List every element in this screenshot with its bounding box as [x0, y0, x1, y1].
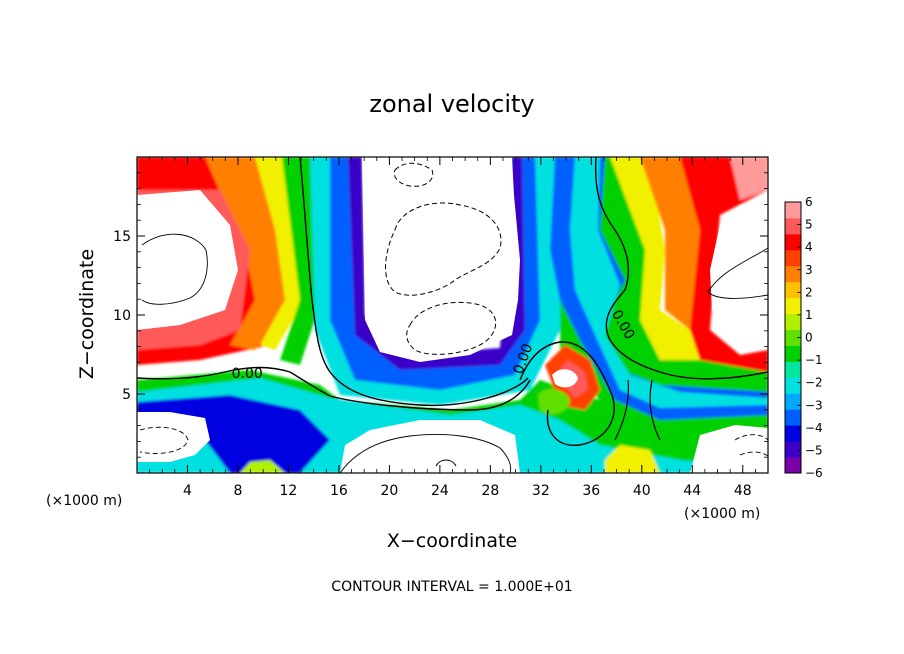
colorbar-tick-label: 3	[805, 263, 813, 277]
y-axis: 5 10 15	[113, 172, 768, 458]
colorbar-tick-label: −6	[805, 466, 823, 480]
y-tick-label-5: 5	[122, 387, 131, 403]
field-white-left-upper	[137, 190, 238, 330]
x-axis-label: X−coordinate	[387, 530, 517, 552]
x-tick-label-28: 28	[481, 483, 499, 499]
x-tick-label-16: 16	[330, 483, 348, 499]
contour-zero-right-vertical	[594, 157, 768, 380]
contour-pos-left	[141, 233, 208, 305]
field-bottom-left-yellow	[240, 460, 285, 473]
x-tick-label-20: 20	[380, 483, 398, 499]
contour-neg-bottom-left	[139, 426, 189, 454]
colorbar-swatch-7	[785, 345, 801, 362]
x-tick-label-4: 4	[183, 483, 192, 499]
field-bottom-right-yellow	[605, 445, 660, 473]
y-tick-label-10: 10	[113, 308, 131, 324]
contour-lines	[137, 157, 768, 473]
contour-pos-right	[707, 247, 768, 299]
contour-neg-bottom-right	[734, 434, 768, 457]
field-white-right	[710, 200, 768, 345]
field-right-pale	[730, 157, 768, 200]
colorbar-tick-label: 4	[805, 240, 813, 254]
field-white-center	[362, 157, 520, 362]
colorbar-swatch-14	[785, 233, 801, 251]
x-tick-label-8: 8	[233, 483, 242, 499]
colorbar-tick-label: −4	[805, 421, 823, 435]
colorbar: 6 5 4 3 2 1 0 −1 −2 −3 −4 −5 −6	[784, 195, 823, 480]
field-white-bottom-mid	[340, 420, 520, 473]
x-tick-label-32: 32	[532, 483, 550, 499]
colorbar-swatch-3	[785, 409, 801, 426]
colorbar-swatch-12	[785, 265, 801, 283]
colorbar-tick-label: −5	[805, 443, 823, 457]
colorbar-swatch-11	[785, 281, 801, 299]
field-left-green	[280, 157, 318, 365]
x-units-right: (×1000 m)	[684, 506, 760, 522]
x-tick-label-48: 48	[734, 483, 752, 499]
field-right-red	[680, 157, 768, 372]
colorbar-swatch-1	[785, 441, 801, 458]
colorbar-swatch-9	[785, 313, 801, 331]
field-white-bottom-right	[690, 425, 768, 473]
contour-pos-bottom-center	[339, 434, 512, 473]
colorbar-swatch-2	[785, 425, 801, 442]
field-white-spot	[552, 369, 578, 388]
y-axis-label: Z−coordinate	[76, 249, 98, 379]
contour-neg-upper	[385, 202, 502, 296]
heatmap-field	[137, 157, 768, 473]
colorbar-swatch-15	[785, 217, 801, 235]
contour-interval: CONTOUR INTERVAL = 1.000E+01	[331, 579, 572, 595]
field-white-bottom-left	[137, 412, 210, 462]
field-bottom-blue	[137, 395, 330, 473]
contour-zero-center-loop	[519, 341, 615, 446]
colorbar-swatch-10	[785, 297, 801, 315]
colorbar-tick-label: 2	[805, 285, 813, 299]
colorbar-swatch-6	[785, 361, 801, 378]
colorbar-tick-label: 1	[805, 308, 813, 322]
colorbar-tick-label: 6	[805, 195, 813, 209]
x-units-left: (×1000 m)	[46, 493, 122, 509]
colorbar-tick-label: −3	[805, 398, 823, 412]
colorbar-tick-label: −2	[805, 376, 823, 390]
colorbar-swatch-8	[785, 329, 801, 346]
contour-small-loop	[435, 459, 457, 467]
field-center-purple	[348, 157, 525, 370]
x-tick-label-44: 44	[683, 483, 701, 499]
field-green-blob	[538, 388, 570, 415]
colorbar-swatch-5	[785, 377, 801, 394]
contour-zero-left-vertical	[299, 157, 529, 407]
field-right-yellow	[610, 157, 700, 360]
contour-zero-bottom-right	[614, 379, 661, 441]
colorbar-tick-label: 5	[805, 218, 813, 232]
x-tick-label-40: 40	[633, 483, 651, 499]
colorbar-tick-label: 0	[805, 331, 813, 345]
colorbar-swatch-16	[785, 202, 801, 219]
x-tick-label-24: 24	[431, 483, 449, 499]
colorbar-swatch-0	[785, 457, 801, 474]
contour-zero-lower-left	[137, 366, 531, 411]
contour-neg-top-center	[393, 162, 434, 187]
y-tick-label-15: 15	[113, 229, 131, 245]
colorbar-swatch-13	[785, 249, 801, 267]
colorbar-tick-label: −1	[805, 353, 823, 367]
colorbar-swatch-4	[785, 393, 801, 410]
x-tick-label-12: 12	[280, 483, 298, 499]
field-right-cyan	[570, 157, 768, 408]
contour-label-0: 0.00	[232, 366, 263, 382]
chart-title: zonal velocity	[369, 90, 534, 118]
x-tick-label-36: 36	[582, 483, 600, 499]
field-right-orange	[640, 157, 705, 330]
x-axis: 4 8 12 16 20 24 28 32 36 40 44 48	[149, 157, 756, 499]
